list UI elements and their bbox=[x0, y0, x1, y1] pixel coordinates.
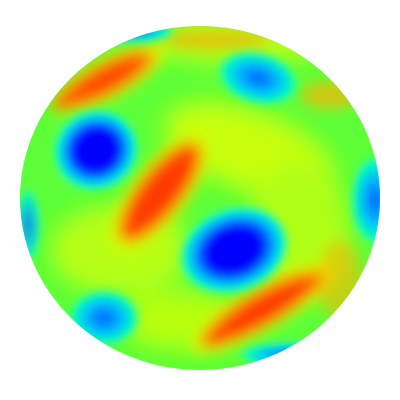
sphere-figure bbox=[20, 26, 380, 370]
sphere-surface bbox=[20, 26, 380, 370]
image-canvas bbox=[20, 26, 380, 370]
